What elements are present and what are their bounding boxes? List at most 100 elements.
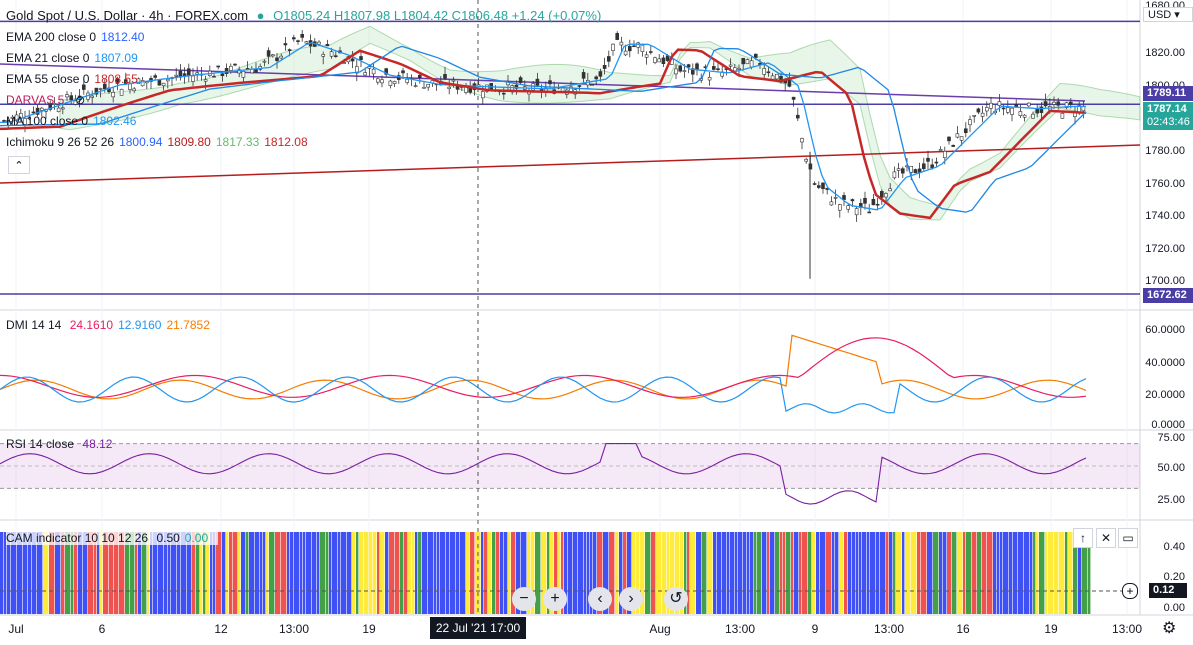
cam-bar <box>158 532 164 614</box>
candle-body <box>283 43 288 46</box>
cam-bar <box>896 532 902 614</box>
cam-bar <box>385 532 389 614</box>
cam-bar <box>997 532 1000 614</box>
candle-body <box>690 68 695 75</box>
legend-name: DARVAS 5 <box>6 93 65 107</box>
cam-bar <box>707 532 713 614</box>
legend-value: 1802.46 <box>93 114 137 128</box>
legend-value: 1809.80 <box>167 135 211 149</box>
candle-body <box>548 80 552 85</box>
ma100-line <box>0 45 1087 213</box>
cam-bar <box>456 532 460 614</box>
maximize-icon[interactable]: ▭ <box>1118 528 1138 548</box>
ohlc-values: O1805.24 H1807.98 L1804.42 C1806.48 +1.2… <box>273 8 602 23</box>
reset-icon: ↺ <box>669 590 683 607</box>
candle-body <box>619 41 624 46</box>
legend-item[interactable]: DARVAS 5 ⊘ <box>6 93 90 107</box>
zoom-out-button[interactable]: − <box>512 587 536 611</box>
cam-bar <box>147 532 150 614</box>
candle-body <box>632 45 636 48</box>
hidden-eye-icon[interactable]: ⊘ <box>75 93 86 107</box>
candle-body <box>27 117 32 120</box>
cam-bar <box>83 532 88 614</box>
candle-body <box>333 55 338 57</box>
candle-body <box>166 78 170 82</box>
candle-body <box>266 50 271 57</box>
cam-bar <box>233 532 238 614</box>
cam-bar <box>1018 532 1024 614</box>
cam-bar <box>1003 532 1009 614</box>
cam-bar <box>547 532 550 614</box>
cam-bar <box>168 532 171 614</box>
caret-up-icon: ⌃ <box>14 160 24 172</box>
cam-bar <box>1024 532 1030 614</box>
candle-body <box>23 118 27 125</box>
candle-body <box>1001 107 1006 110</box>
cam-bar <box>852 532 856 614</box>
close-icon[interactable]: ✕ <box>1096 528 1116 548</box>
legend-item[interactable]: MA 100 close 0 1802.46 <box>6 114 141 128</box>
currency-selector[interactable]: USD ▾ <box>1143 7 1193 22</box>
collapse-legend-button[interactable]: ⌃ <box>8 156 30 174</box>
cam-bar <box>1009 532 1013 614</box>
cam-bar <box>531 532 535 614</box>
legend-item[interactable]: EMA 21 close 0 1807.09 <box>6 51 143 65</box>
candle-body <box>711 66 716 70</box>
price-tag: 1789.11 <box>1143 86 1193 101</box>
cam-bar <box>963 532 966 614</box>
cam-bar <box>312 532 317 614</box>
candle-body <box>766 71 771 74</box>
scroll-left-button[interactable]: ‹ <box>588 587 612 611</box>
add-icon[interactable]: + <box>1122 583 1138 599</box>
cam-bar <box>558 532 561 614</box>
legend-name: EMA 21 close 0 <box>6 51 90 65</box>
legend-value: 1812.08 <box>264 135 308 149</box>
time-axis-label: Aug <box>649 622 671 636</box>
chart-header: Gold Spot / U.S. Dollar · 4h · FOREX.com… <box>6 9 606 23</box>
candle-body <box>581 72 586 79</box>
cam-bar <box>848 532 852 614</box>
candle-body <box>972 114 977 117</box>
cam-bar <box>667 532 670 614</box>
cam-bar <box>332 532 338 614</box>
gear-icon[interactable]: ⚙ <box>1162 620 1177 637</box>
candle-body <box>443 74 447 79</box>
cam-bar <box>584 532 587 614</box>
candle-body <box>56 107 61 112</box>
candle-body <box>875 203 880 206</box>
chevron-down-icon: ▾ <box>1174 9 1180 21</box>
legend-item[interactable]: EMA 200 close 0 1812.40 <box>6 30 149 44</box>
candle-body <box>111 92 115 98</box>
legend-item[interactable]: EMA 55 close 0 1808.55 <box>6 72 143 86</box>
candle-body <box>846 205 851 210</box>
cam-bar <box>886 532 889 614</box>
cam-bar <box>939 532 943 614</box>
trend-line <box>0 144 1141 184</box>
reset-button[interactable]: ↺ <box>664 587 688 611</box>
arrow-up-icon[interactable]: ↑ <box>1073 528 1093 548</box>
candle-body <box>212 75 216 78</box>
candle-body <box>678 65 683 72</box>
axis-tick-label: 1700.00 <box>1145 275 1185 287</box>
scroll-right-button[interactable]: › <box>619 587 643 611</box>
candle-body <box>2 120 6 122</box>
cam-bar <box>150 532 153 614</box>
candle-body <box>594 76 599 80</box>
cam-bar <box>504 532 508 614</box>
candle-body <box>623 50 628 56</box>
cam-bar <box>352 532 356 614</box>
cam-value-tag: 0.12 <box>1149 583 1187 598</box>
zoom-in-button[interactable]: + <box>543 587 567 611</box>
candle-body <box>653 57 657 63</box>
candle-body <box>417 74 422 78</box>
cam-bar <box>835 532 839 614</box>
candle-body <box>103 83 107 90</box>
candle-body <box>648 51 653 53</box>
cam-bar <box>428 532 434 614</box>
cam-bar <box>826 532 832 614</box>
indicator-value: 21.7852 <box>166 318 210 332</box>
legend-item[interactable]: Ichimoku 9 26 52 26 1800.94 1809.80 1817.33… <box>6 135 313 149</box>
candle-body <box>627 46 632 52</box>
candle-body <box>1010 107 1014 115</box>
